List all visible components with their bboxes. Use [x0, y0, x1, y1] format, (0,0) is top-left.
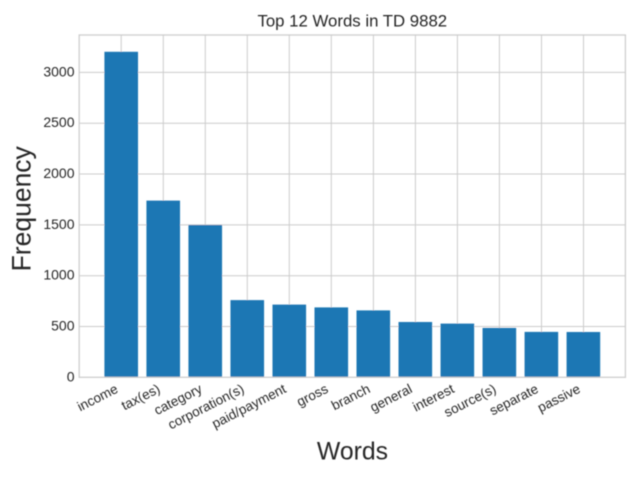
svg-text:2500: 2500	[43, 114, 74, 130]
svg-text:1500: 1500	[43, 216, 74, 232]
svg-text:2000: 2000	[43, 165, 74, 181]
svg-text:3000: 3000	[43, 63, 74, 79]
svg-text:0: 0	[67, 368, 75, 384]
svg-text:Words: Words	[317, 439, 388, 466]
svg-text:500: 500	[51, 318, 75, 334]
svg-text:1000: 1000	[43, 267, 74, 283]
svg-text:Top 12 Words in TD 9882: Top 12 Words in TD 9882	[257, 12, 447, 31]
svg-text:Frequency: Frequency	[7, 145, 37, 271]
